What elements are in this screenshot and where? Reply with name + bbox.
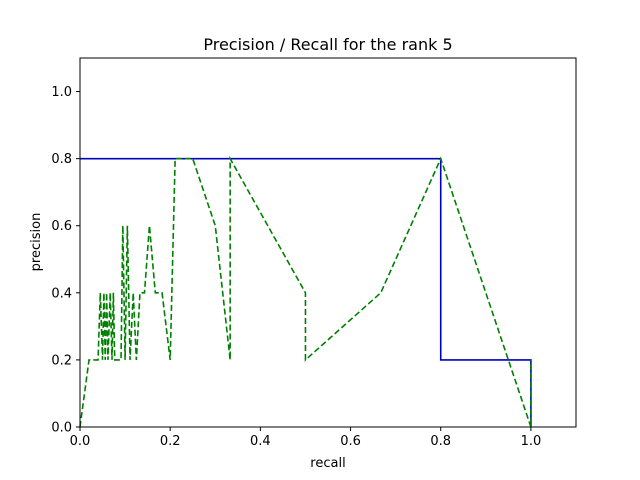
- y-tick-label: 1.0: [51, 85, 72, 100]
- x-tick-label: 0.4: [250, 434, 271, 449]
- y-axis-label: precision: [29, 213, 44, 272]
- x-axis-label: recall: [310, 456, 345, 471]
- x-tick-label: 0.0: [70, 434, 91, 449]
- y-tick-label: 0.2: [51, 353, 72, 368]
- y-tick-label: 0.0: [51, 421, 72, 436]
- x-tick-label: 0.6: [340, 434, 361, 449]
- plot-area: [79, 57, 577, 428]
- series-line-dashed: [79, 155, 532, 428]
- y-tick-label: 0.4: [51, 286, 72, 301]
- x-tick-label: 1.0: [521, 434, 542, 449]
- y-axis: 0.0 0.2 0.4 0.6 0.8 1.0: [51, 85, 80, 436]
- series-layer: [79, 155, 532, 428]
- chart-title: Precision / Recall for the rank 5: [203, 35, 452, 54]
- y-tick-label: 0.8: [51, 152, 72, 167]
- x-tick-label: 0.2: [160, 434, 181, 449]
- y-tick-label: 0.6: [51, 219, 72, 234]
- x-tick-label: 0.8: [430, 434, 451, 449]
- x-axis: 0.0 0.2 0.4 0.6 0.8 1.0: [70, 427, 542, 449]
